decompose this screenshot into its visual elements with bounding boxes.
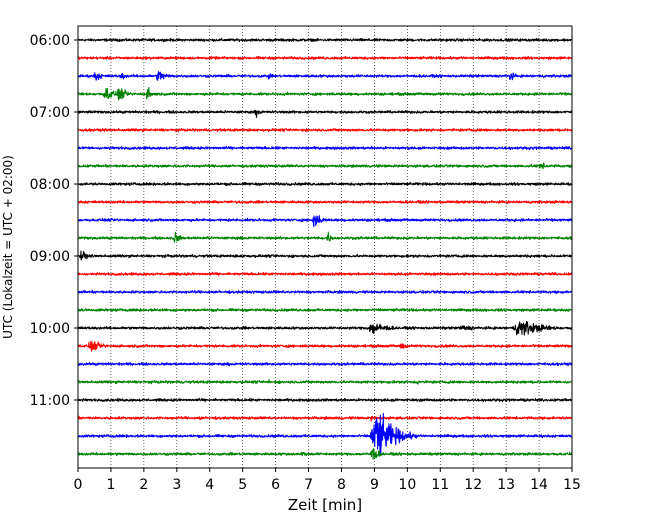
x-tick-label: 10 (398, 477, 416, 493)
trace-0830 (77, 215, 573, 228)
trace-1115 (77, 415, 573, 422)
x-tick-label: 0 (74, 477, 83, 493)
x-tick-label: 7 (304, 477, 313, 493)
x-axis-label: Zeit [min] (288, 496, 362, 514)
x-tick-label: 11 (431, 477, 449, 493)
trace-layer (77, 37, 573, 460)
trace-0600 (77, 37, 573, 43)
trace-0745 (77, 162, 573, 170)
y-tick-label: 11:00 (30, 393, 70, 409)
y-axis-label: UTC (Lokalzeit = UTC + 02:00) (1, 155, 15, 339)
x-tick-label: 13 (497, 477, 515, 493)
x-tick-label: 6 (271, 477, 280, 493)
grid-layer (110, 26, 540, 468)
x-tick-label: 14 (530, 477, 548, 493)
trace-0800 (77, 181, 573, 187)
x-tick-label: 15 (563, 477, 581, 493)
y-tick-label: 07:00 (30, 105, 70, 121)
x-tick-label: 5 (238, 477, 247, 493)
y-tick-label: 08:00 (30, 177, 70, 193)
trace-0815 (77, 199, 573, 205)
trace-1145 (77, 448, 573, 460)
trace-0845 (77, 231, 573, 243)
trace-1000 (77, 320, 573, 336)
trace-0915 (77, 271, 573, 277)
trace-0930 (77, 289, 573, 295)
trace-0730 (77, 145, 573, 151)
x-tick-label: 9 (370, 477, 379, 493)
x-tick-label: 3 (172, 477, 181, 493)
trace-0615 (77, 55, 573, 61)
trace-1130 (77, 412, 573, 456)
trace-0700 (77, 109, 573, 118)
trace-1100 (77, 397, 573, 403)
trace-1045 (77, 379, 573, 385)
y-tick-label: 09:00 (30, 249, 70, 265)
trace-1030 (77, 361, 573, 367)
trace-0900 (77, 250, 573, 261)
trace-0715 (77, 127, 573, 133)
plot-area-frame (77, 25, 573, 469)
trace-1015 (77, 340, 573, 352)
x-tick-label: 12 (464, 477, 482, 493)
trace-0945 (77, 307, 573, 313)
y-tick-label: 10:00 (30, 321, 70, 337)
x-axis-ticks: 0 1 2 3 4 5 6 7 8 9 10 11 12 13 14 15 (74, 468, 581, 493)
y-tick-label: 06:00 (30, 33, 70, 49)
y-axis-ticks: 06:00 07:00 08:00 09:00 10:00 11:00 (30, 33, 78, 409)
trace-0630 (77, 71, 573, 81)
x-tick-label: 1 (106, 477, 115, 493)
trace-0645 (77, 87, 573, 101)
x-tick-label: 4 (205, 477, 214, 493)
x-tick-label: 2 (139, 477, 148, 493)
x-tick-label: 8 (337, 477, 346, 493)
